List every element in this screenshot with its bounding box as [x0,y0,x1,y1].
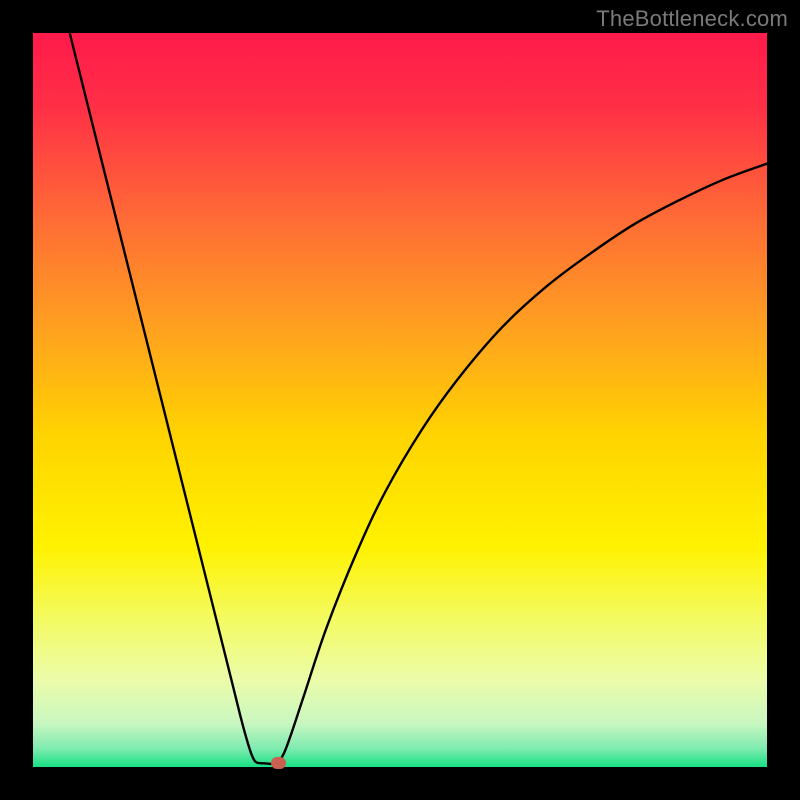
chart-frame: TheBottleneck.com [0,0,800,800]
bottleneck-curve [0,0,800,800]
watermark-text: TheBottleneck.com [596,6,788,32]
optimum-marker [271,757,286,769]
